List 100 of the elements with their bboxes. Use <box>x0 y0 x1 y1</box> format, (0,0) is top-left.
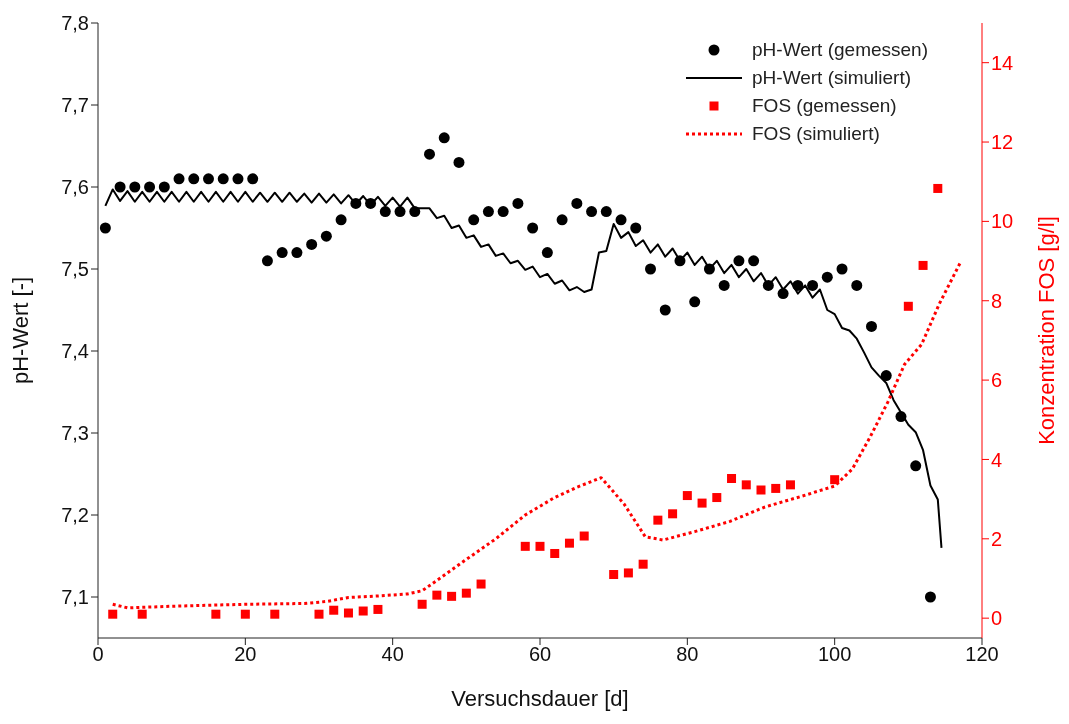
point <box>144 181 156 193</box>
x-tick-label: 120 <box>965 643 999 666</box>
point <box>320 230 332 242</box>
point <box>638 559 648 569</box>
point <box>762 279 774 291</box>
point <box>350 197 362 209</box>
point <box>821 271 833 283</box>
point <box>910 460 922 472</box>
point <box>270 609 280 619</box>
point <box>114 181 126 193</box>
point <box>756 485 766 495</box>
point <box>468 214 480 226</box>
point <box>615 214 627 226</box>
point <box>748 255 760 267</box>
x-axis-title: Versuchsdauer [d] <box>451 686 629 711</box>
point <box>623 568 633 578</box>
point <box>409 206 421 218</box>
y-tick-label: 7,7 <box>61 94 89 117</box>
point <box>682 491 692 501</box>
y2-tick-label: 4 <box>991 448 1003 471</box>
point <box>703 263 715 275</box>
point <box>807 279 819 291</box>
point <box>712 493 722 503</box>
point <box>541 247 553 259</box>
point <box>895 411 907 423</box>
point <box>329 605 339 615</box>
point <box>851 279 863 291</box>
point <box>453 156 465 168</box>
point <box>674 255 686 267</box>
x-tick-label: 40 <box>381 643 404 666</box>
point <box>689 296 701 308</box>
y-tick-label: 7,3 <box>61 422 89 445</box>
point <box>108 609 118 619</box>
point <box>203 173 214 185</box>
x-tick-label: 0 <box>92 643 104 666</box>
point <box>918 260 928 270</box>
point <box>924 591 936 603</box>
point <box>188 173 200 185</box>
point <box>276 247 288 259</box>
y-tick-label: 7,2 <box>61 504 89 527</box>
legend-label: FOS (simuliert) <box>752 122 880 146</box>
point <box>659 304 671 316</box>
y2-axis-title: Konzentration FOS [g/l] <box>1033 216 1059 445</box>
point <box>314 609 324 619</box>
point <box>527 222 539 234</box>
x-tick-label: 100 <box>817 643 852 666</box>
point <box>432 590 442 600</box>
point <box>447 591 457 601</box>
point <box>394 206 406 218</box>
point <box>291 247 303 259</box>
point <box>933 183 943 193</box>
x-tick-label: 20 <box>234 643 257 666</box>
point <box>99 222 111 234</box>
point <box>232 173 244 185</box>
point <box>497 206 509 218</box>
y2-tick-label: 8 <box>991 289 1003 312</box>
point <box>343 608 353 618</box>
point <box>335 214 347 226</box>
y-tick-label: 7,8 <box>61 12 89 35</box>
point <box>535 541 545 551</box>
point <box>792 279 804 291</box>
point <box>571 197 583 209</box>
point <box>158 181 170 193</box>
point <box>476 579 486 589</box>
point <box>830 475 840 485</box>
point <box>579 531 589 541</box>
point <box>880 370 892 382</box>
y-axis-title: pH-Wert [-] <box>7 276 33 385</box>
point <box>358 606 368 616</box>
y-tick-label: 7,4 <box>61 340 89 363</box>
legend-label: FOS (gemessen) <box>752 94 897 118</box>
y2-tick-label: 2 <box>991 527 1003 550</box>
point <box>785 480 795 490</box>
point <box>550 548 560 558</box>
point <box>217 173 229 185</box>
point <box>379 206 391 218</box>
y-tick-label: 7,5 <box>61 258 89 281</box>
point <box>630 222 642 234</box>
y-tick-label: 7,1 <box>61 586 89 609</box>
point <box>600 206 612 218</box>
point <box>417 599 427 609</box>
point <box>261 255 273 267</box>
point <box>373 604 383 614</box>
point <box>520 541 530 551</box>
point <box>741 480 751 490</box>
point <box>645 263 656 275</box>
x-tick-label: 60 <box>528 643 552 666</box>
point <box>512 197 524 209</box>
point <box>653 515 663 525</box>
point <box>836 263 848 275</box>
point <box>727 474 737 483</box>
point <box>564 538 574 548</box>
point <box>137 609 147 619</box>
y-tick-label: 7,6 <box>61 176 89 199</box>
y2-tick-label: 0 <box>991 607 1003 630</box>
point <box>586 206 598 218</box>
point <box>247 173 259 185</box>
point <box>211 609 221 619</box>
point <box>438 132 450 144</box>
y2-tick-label: 14 <box>991 51 1014 74</box>
